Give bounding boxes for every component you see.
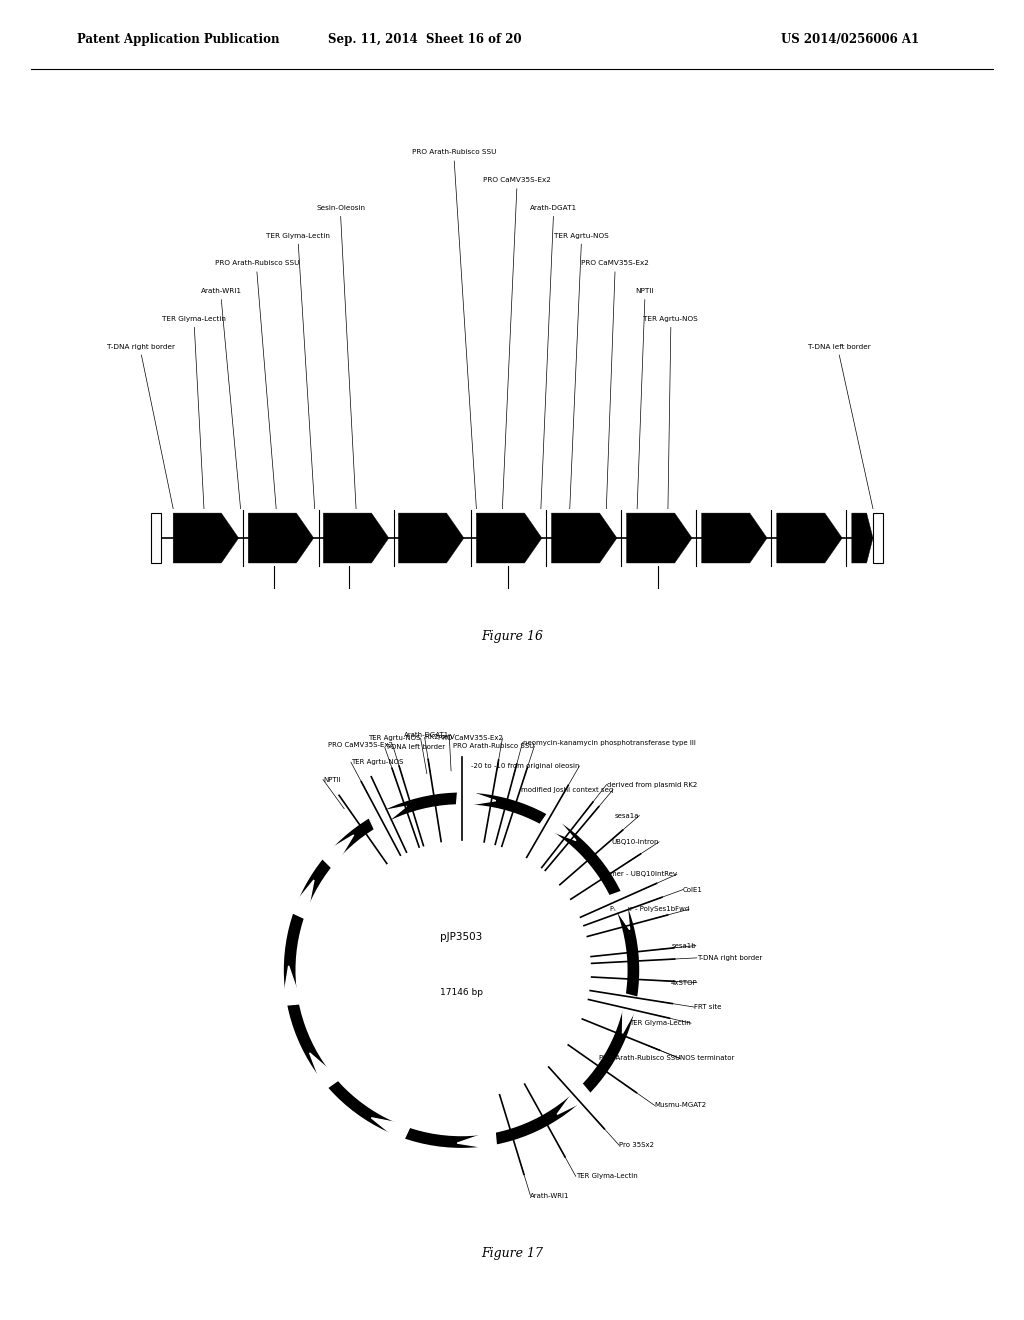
Text: sesa1a: sesa1a [614, 813, 639, 818]
Text: FRT site: FRT site [694, 1005, 722, 1010]
Text: 17146 bp: 17146 bp [440, 987, 483, 997]
Text: TER Glyma-Lectin: TER Glyma-Lectin [163, 315, 226, 322]
Text: TER Glyma-Lectin: TER Glyma-Lectin [266, 232, 331, 239]
FancyArrow shape [324, 513, 389, 562]
Text: derived from plasmid RK2: derived from plasmid RK2 [606, 781, 697, 788]
Text: PRO Arath-Rubisco SSU: PRO Arath-Rubisco SSU [215, 260, 299, 267]
FancyArrow shape [852, 513, 872, 562]
Text: Patent Application Publication: Patent Application Publication [77, 33, 280, 46]
FancyArrow shape [701, 513, 767, 562]
Text: modified Joshi context seq: modified Joshi context seq [521, 787, 613, 793]
Polygon shape [457, 788, 496, 807]
Polygon shape [283, 966, 302, 1006]
Text: NPTII: NPTII [323, 776, 341, 783]
Text: Arath-WRI1: Arath-WRI1 [530, 1192, 570, 1199]
Text: Arath-WRI1: Arath-WRI1 [201, 288, 242, 294]
Text: TER Glyma-Lectin: TER Glyma-Lectin [575, 1173, 638, 1179]
Polygon shape [539, 810, 575, 841]
Text: Figure 17: Figure 17 [481, 1247, 543, 1261]
Text: TER Glyma-Lectin: TER Glyma-Lectin [630, 1020, 691, 1026]
Text: UBQ10-Intron: UBQ10-Intron [611, 840, 659, 845]
Text: Sep. 11, 2014  Sheet 16 of 20: Sep. 11, 2014 Sheet 16 of 20 [328, 33, 522, 46]
Polygon shape [607, 890, 630, 929]
Text: Pro 35Sx2: Pro 35Sx2 [620, 1142, 654, 1148]
FancyArrow shape [248, 513, 313, 562]
Text: PRO Arath-Rubisco SSU: PRO Arath-Rubisco SSU [453, 743, 535, 750]
Text: PRO CaMV35S-Ex2: PRO CaMV35S-Ex2 [581, 260, 649, 267]
Text: TER Agrtu-NOS: TER Agrtu-NOS [351, 759, 403, 766]
Bar [152, 513, 161, 562]
Text: Musmu-MGAT2: Musmu-MGAT2 [654, 1102, 707, 1109]
Polygon shape [557, 1082, 593, 1114]
Circle shape [323, 832, 600, 1109]
Text: neomycin-kanamycin phosphotransferase type III: neomycin-kanamycin phosphotransferase ty… [522, 739, 695, 746]
Text: Primer - UBQ10IntRev: Primer - UBQ10IntRev [601, 871, 677, 878]
Polygon shape [372, 1118, 411, 1143]
Text: TER Agrtu-NOS: TER Agrtu-NOS [643, 315, 698, 322]
Text: RK2 oriV: RK2 oriV [425, 734, 455, 741]
Text: NOS terminator: NOS terminator [680, 1056, 734, 1061]
FancyArrow shape [398, 513, 464, 562]
Text: pJP3503: pJP3503 [440, 932, 482, 942]
FancyArrow shape [776, 513, 842, 562]
Text: PRO CaMV35S-Ex2: PRO CaMV35S-Ex2 [483, 177, 551, 183]
Text: Sesin-Oleosin: Sesin-Oleosin [316, 205, 366, 211]
Text: -20 to -10 from original oleosin: -20 to -10 from original oleosin [471, 763, 580, 770]
Text: 4xSTOP: 4xSTOP [670, 979, 696, 986]
Polygon shape [309, 1053, 340, 1090]
Text: Primer - PolySes1bFwd: Primer - PolySes1bFwd [610, 907, 689, 912]
Text: T-DNA left border: T-DNA left border [808, 343, 870, 350]
Text: TER Agrtu-NOS: TER Agrtu-NOS [369, 735, 421, 741]
Text: PRO Arath-Rubisco SSU: PRO Arath-Rubisco SSU [599, 1056, 680, 1061]
Bar [872, 513, 883, 562]
Text: T-DNA right border: T-DNA right border [696, 954, 762, 961]
Polygon shape [368, 807, 407, 832]
Polygon shape [289, 880, 314, 919]
Text: T-DNA left border: T-DNA left border [385, 744, 445, 750]
FancyArrow shape [476, 513, 542, 562]
Text: Arath-DGAT1: Arath-DGAT1 [529, 205, 577, 211]
Text: PRO Arath-Rubisco SSU: PRO Arath-Rubisco SSU [412, 149, 497, 156]
Polygon shape [457, 1130, 497, 1150]
Text: ColE1: ColE1 [683, 887, 702, 892]
Text: T-DNA right border: T-DNA right border [108, 343, 175, 350]
Polygon shape [319, 836, 353, 870]
FancyArrow shape [552, 513, 616, 562]
Text: NPTII: NPTII [636, 288, 654, 294]
FancyArrow shape [627, 513, 692, 562]
Text: PRO CaMV35S-Ex2: PRO CaMV35S-Ex2 [328, 742, 392, 748]
Text: sesa1b: sesa1b [671, 942, 696, 949]
Polygon shape [623, 994, 642, 1034]
Text: Arath-DGAT1: Arath-DGAT1 [403, 731, 450, 738]
Text: Figure 16: Figure 16 [481, 631, 543, 643]
Text: TER Agrtu-NOS: TER Agrtu-NOS [554, 232, 608, 239]
Text: US 2014/0256006 A1: US 2014/0256006 A1 [781, 33, 919, 46]
Text: PRO CaMV35S-Ex2: PRO CaMV35S-Ex2 [437, 735, 503, 741]
FancyArrow shape [173, 513, 239, 562]
